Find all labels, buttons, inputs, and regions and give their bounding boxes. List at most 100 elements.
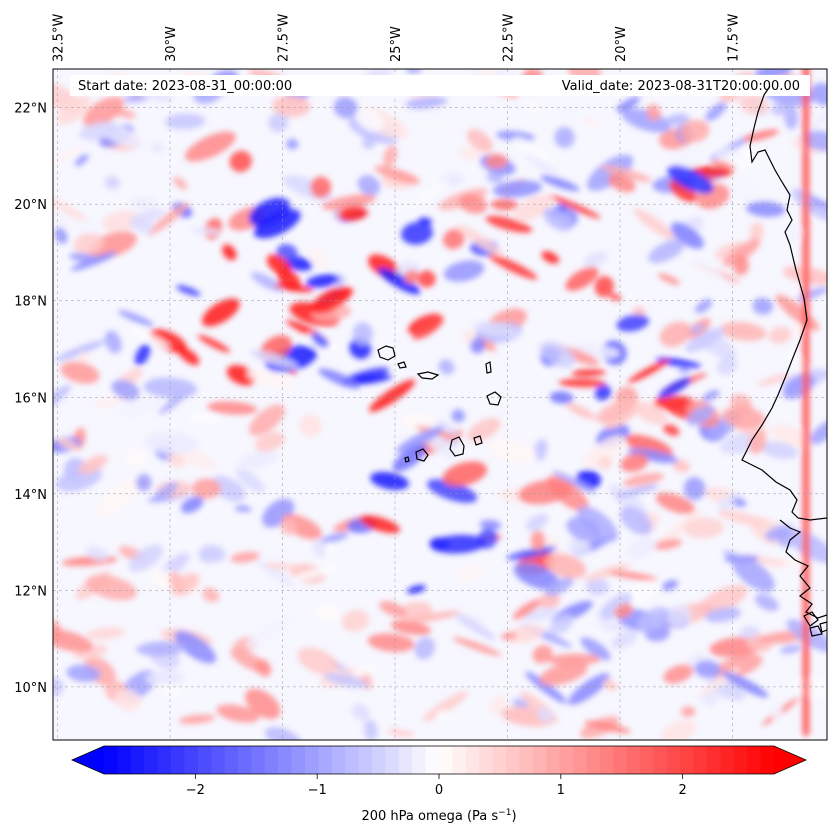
omega-cell [73,232,104,255]
omega-cell [291,565,342,581]
island-brava [404,456,410,463]
omega-cell [543,207,573,232]
omega-cell [470,338,486,354]
longitude-label: 17.5°W [727,14,742,62]
colorbar-cell [264,746,279,774]
omega-cell [479,519,502,530]
omega-cell [719,321,767,341]
omega-cell [608,484,647,517]
omega-cell [802,521,810,541]
colorbar-cell [653,746,668,774]
omega-cell [608,570,658,581]
latitude-label: 12°N [14,584,47,599]
omega-cell [802,647,810,667]
omega-cell [748,431,767,455]
omega-cell [802,409,810,429]
omega-cell [810,420,827,445]
omega-cell [129,214,154,234]
omega-cell [496,130,535,142]
omega-cell [802,689,810,709]
omega-cell [802,591,810,611]
omega-cell [538,592,561,610]
omega-cell [627,448,679,464]
omega-cell [54,227,68,244]
omega-cell [406,585,426,594]
omega-cell [276,243,298,261]
omega-cell [405,96,448,109]
omega-cell [351,703,371,721]
omega-cell [443,229,465,250]
omega-cell [616,96,641,112]
omega-cell [363,719,378,740]
omega-cell [633,208,675,240]
omega-cell [412,316,444,340]
omega-cell [663,664,694,684]
omega-cell [614,603,633,619]
omega-cell [454,613,496,641]
omega-cell [490,695,507,715]
omega-cell [263,562,299,571]
omega-cell [513,562,560,590]
omega-cell [266,254,292,276]
omega-cell [395,426,444,453]
colorbar-cell [372,746,386,774]
latitude-label: 20°N [14,198,47,213]
omega-cell [383,145,398,168]
colorbar-cell [586,746,601,774]
omega-cell [812,110,827,129]
omega-cell [539,341,576,368]
omega-cell [253,209,301,239]
omega-cell [600,592,633,621]
omega-cell [311,332,329,349]
omega-cell [565,266,599,291]
omega-cell [637,606,670,632]
colorbar-cell [439,746,453,774]
omega-cell [518,479,573,505]
omega-cell [615,484,660,498]
omega-cell [695,299,713,314]
omega-cell [587,154,634,191]
colorbar-tick-label: 0 [435,783,443,798]
omega-cell [566,516,601,542]
omega-cell [417,270,436,288]
longitude-label: 27.5°W [277,14,292,62]
start-date-label: Start date: 2023-08-31_00:00:00 [78,79,292,94]
omega-cell [808,197,827,212]
omega-cell [616,314,649,332]
omega-cell [408,179,450,211]
omega-cell [435,709,449,721]
colorbar-cell [385,746,400,774]
omega-cell [810,82,827,106]
omega-cell [720,433,759,455]
omega-cell [655,492,695,514]
colorbar-tick-label: 1 [557,783,565,798]
omega-cell [711,159,736,171]
colorbar-label: 200 hPa omega (Pa s−1) [361,808,516,824]
omega-cell [174,630,217,664]
omega-cell [249,404,285,436]
omega-cell [801,130,827,152]
omega-cell [621,108,672,133]
omega-cell [526,154,559,177]
map-frame [52,68,828,741]
omega-cell [390,620,431,635]
omega-cell [577,506,618,542]
omega-cell [466,129,493,153]
island-maio [473,435,483,446]
omega-cell [780,644,802,654]
omega-cell [230,551,260,563]
omega-cell [802,633,810,653]
omega-cell [134,343,151,366]
island-boa-vista [486,391,502,406]
omega-cell [96,478,141,517]
omega-cell [467,417,501,442]
omega-cell [580,637,611,661]
omega-cell [802,661,810,681]
omega-cell [594,384,612,401]
guinea-coastline [779,519,827,619]
omega-cell [657,273,681,285]
omega-cell [672,459,690,473]
omega-cell [135,473,152,492]
colorbar-cell [640,746,654,774]
